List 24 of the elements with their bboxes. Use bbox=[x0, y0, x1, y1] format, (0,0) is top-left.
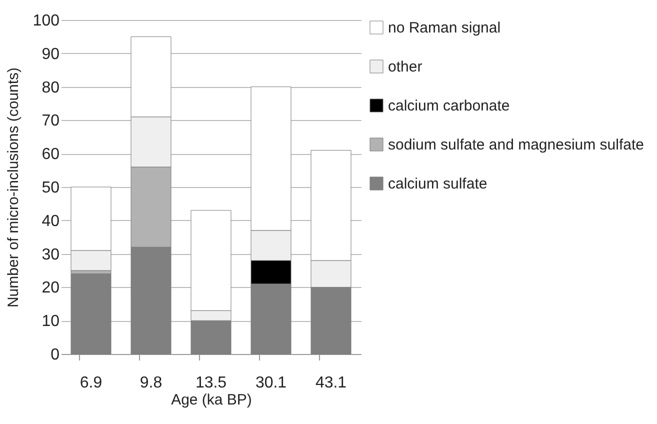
legend-label: calcium carbonate bbox=[388, 98, 510, 114]
y-tick-label: 90 bbox=[42, 46, 60, 63]
legend-label: other bbox=[388, 58, 422, 76]
y-tick-label: 60 bbox=[42, 146, 60, 164]
legend-label: no Raman signal bbox=[388, 20, 501, 36]
y-tick-label: 100 bbox=[32, 12, 60, 30]
y-tick-label: 80 bbox=[42, 79, 60, 96]
x-tick-label: 43.1 bbox=[315, 374, 347, 392]
legend-label: calcium sulfate bbox=[388, 176, 488, 192]
x-axis-title: Age (ka BP) bbox=[171, 392, 252, 408]
y-tick-label: 30 bbox=[42, 246, 60, 264]
y-tick-label: 10 bbox=[42, 313, 60, 330]
x-tick-label: 30.1 bbox=[255, 374, 287, 392]
y-tick-label: 40 bbox=[42, 212, 60, 230]
x-tick-label: 13.5 bbox=[195, 374, 227, 392]
legend-label: sodium sulfate and magnesium sulfate bbox=[388, 136, 644, 154]
y-tick-label: 70 bbox=[42, 112, 60, 130]
x-tick-label: 9.8 bbox=[140, 374, 162, 392]
y-tick-label: 50 bbox=[42, 180, 60, 196]
bar bbox=[70, 274, 112, 354]
y-axis-title: Number of micro-inclusions (counts) bbox=[4, 67, 22, 308]
x-tick-label: 6.9 bbox=[80, 374, 102, 392]
y-tick-label: 0 bbox=[50, 346, 60, 364]
y-tick-label: 20 bbox=[42, 280, 60, 297]
